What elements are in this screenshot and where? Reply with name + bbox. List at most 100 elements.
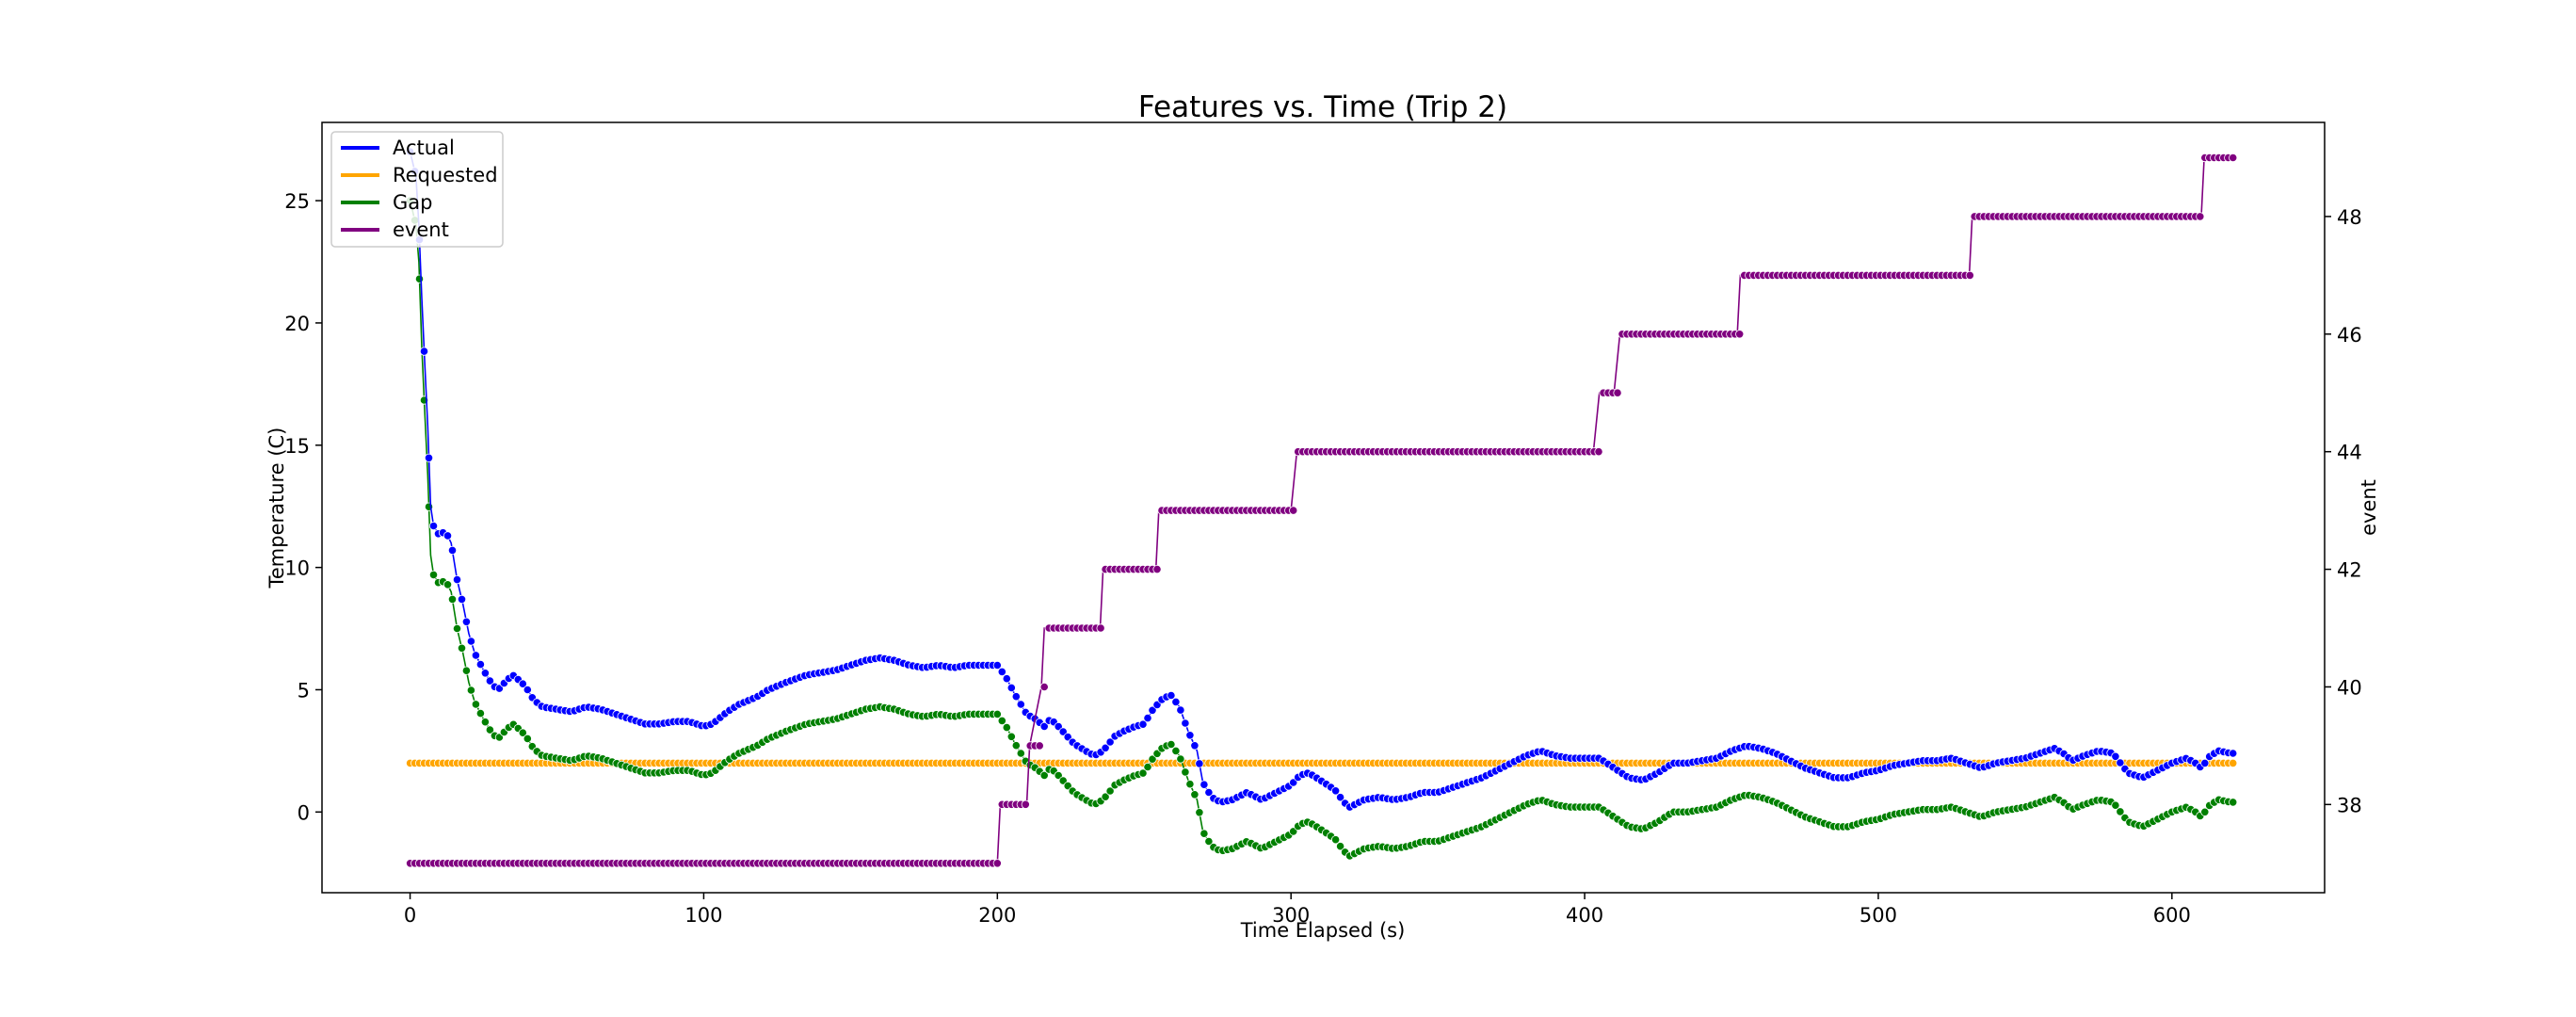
point-actual xyxy=(1006,683,1016,693)
point-actual xyxy=(447,545,458,556)
point-gap xyxy=(992,709,1002,719)
point-gap xyxy=(457,643,467,653)
point-gap xyxy=(1101,792,1110,801)
point-gap xyxy=(414,274,425,283)
point-event xyxy=(1594,447,1603,457)
point-actual xyxy=(1336,793,1345,802)
point-actual xyxy=(1181,718,1190,728)
point-gap xyxy=(1148,754,1157,764)
point-gap xyxy=(2229,798,2238,807)
point-actual xyxy=(2229,749,2238,758)
x-tick-label: 100 xyxy=(684,904,722,927)
point-gap xyxy=(1190,790,1199,799)
point-actual xyxy=(1105,737,1115,747)
point-gap xyxy=(447,594,458,605)
point-gap xyxy=(2116,807,2125,816)
point-actual xyxy=(518,679,527,688)
legend-label-requested: Requested xyxy=(393,164,498,186)
x-tick-label: 0 xyxy=(404,904,416,927)
point-actual xyxy=(424,453,434,462)
point-actual xyxy=(523,685,532,695)
legend-box xyxy=(330,131,504,248)
y-tick-label: 20 xyxy=(284,313,310,335)
series-layer xyxy=(405,147,2238,868)
point-gap xyxy=(452,623,462,634)
y-tick-label: 0 xyxy=(298,801,310,824)
point-event xyxy=(2196,212,2205,221)
point-actual xyxy=(997,667,1006,677)
point-gap xyxy=(466,686,475,695)
plot-frame xyxy=(321,121,2326,894)
point-event xyxy=(1613,388,1622,397)
point-actual xyxy=(2200,758,2210,768)
point-event xyxy=(1035,741,1044,751)
point-actual xyxy=(466,637,475,646)
point-gap xyxy=(523,734,532,744)
point-gap xyxy=(518,728,527,737)
point-gap xyxy=(2111,800,2120,810)
x-axis-label: Time Elapsed (s) xyxy=(1240,919,1406,942)
point-actual xyxy=(1171,697,1181,707)
point-actual xyxy=(457,594,467,605)
point-requested xyxy=(2229,758,2238,768)
point-gap xyxy=(1039,770,1049,781)
point-gap xyxy=(1011,741,1021,751)
point-gap xyxy=(1204,836,1214,847)
point-gap xyxy=(475,708,485,718)
point-gap xyxy=(1336,842,1345,851)
y-tick-label: 5 xyxy=(298,679,310,702)
y2-tick-label: 42 xyxy=(2337,559,2362,582)
point-gap xyxy=(485,725,495,734)
point-actual xyxy=(452,574,462,585)
point-actual xyxy=(443,531,453,541)
point-gap xyxy=(480,718,491,727)
point-actual xyxy=(1331,786,1341,796)
point-actual xyxy=(1143,713,1152,723)
point-event xyxy=(1096,623,1105,633)
x-tick-label: 500 xyxy=(1860,904,1897,927)
point-gap xyxy=(1143,762,1152,772)
point-actual xyxy=(475,659,485,670)
point-gap xyxy=(1331,835,1341,845)
point-gap xyxy=(1181,767,1190,777)
point-gap xyxy=(471,700,480,709)
point-gap xyxy=(1138,768,1148,778)
point-actual xyxy=(485,676,495,686)
point-gap xyxy=(1016,749,1025,758)
point-event xyxy=(992,859,1002,868)
point-event xyxy=(1735,330,1745,339)
point-actual xyxy=(2116,758,2125,767)
legend-label-event: event xyxy=(393,218,449,241)
y2-tick-label: 40 xyxy=(2337,676,2362,699)
point-gap xyxy=(1105,786,1115,796)
point-actual xyxy=(471,651,480,660)
axes-layer: 0 100 200 300 400 500 600 0 5 10 15 20 25 38 40 42 44 46 4… xyxy=(284,190,2361,927)
point-actual xyxy=(1199,780,1209,789)
point-gap xyxy=(1167,739,1176,750)
point-actual xyxy=(992,660,1002,670)
legend-label-gap: Gap xyxy=(393,191,432,214)
point-gap xyxy=(1195,808,1204,817)
point-gap xyxy=(1002,722,1011,733)
legend: Actual Requested Gap event xyxy=(330,131,504,248)
point-gap xyxy=(461,666,471,675)
point-gap xyxy=(443,580,453,589)
x-tick-label: 200 xyxy=(978,904,1016,927)
point-event xyxy=(1039,682,1049,692)
point-actual xyxy=(1138,719,1148,729)
point-actual xyxy=(1011,692,1021,702)
point-actual xyxy=(480,669,491,678)
point-event xyxy=(1289,506,1298,515)
y2-tick-label: 44 xyxy=(2337,442,2362,464)
point-gap xyxy=(2200,807,2210,816)
x-tick-label: 600 xyxy=(2153,904,2191,927)
point-actual xyxy=(1101,743,1110,752)
point-gap xyxy=(428,570,439,580)
chart-title: Features vs. Time (Trip 2) xyxy=(1138,90,1507,124)
point-gap xyxy=(997,716,1006,726)
y2-tick-label: 38 xyxy=(2337,794,2362,816)
point-actual xyxy=(1190,741,1199,751)
y2-tick-label: 48 xyxy=(2337,206,2362,229)
point-gap xyxy=(1006,732,1016,741)
